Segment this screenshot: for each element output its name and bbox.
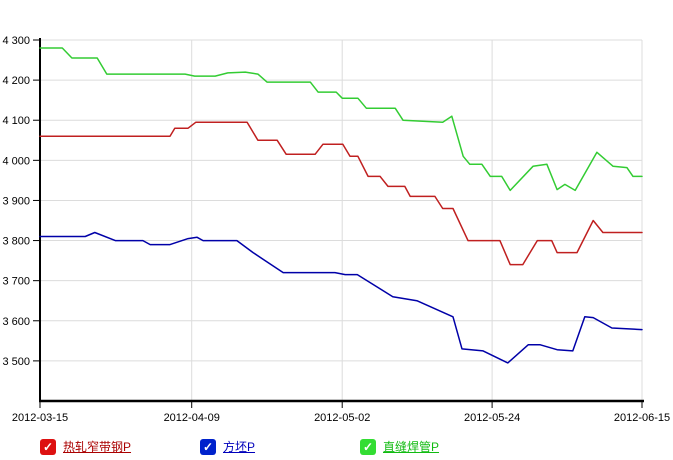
checked-checkbox-icon[interactable]: ✓ <box>40 438 56 455</box>
chart-legend: ✓ 热轧窄带钢P ✓ 方坯P ✓ 直缝焊管P <box>0 438 673 460</box>
y-axis-tick-label: 3 500 <box>2 356 30 368</box>
legend-item-billet[interactable]: ✓ 方坯P <box>200 438 255 455</box>
y-axis-tick-label: 4 200 <box>2 75 30 87</box>
y-axis-tick-label: 3 600 <box>2 316 30 328</box>
legend-item-hot-rolled-strip[interactable]: ✓ 热轧窄带钢P <box>40 438 131 455</box>
legend-label[interactable]: 方坯P <box>223 440 256 454</box>
series-line-直缝焊管P <box>39 47 643 192</box>
series-line-热轧窄带钢P <box>39 121 643 266</box>
y-axis-tick-label: 4 300 <box>2 35 30 47</box>
y-axis-tick-label: 3 900 <box>2 195 30 207</box>
legend-item-welded-pipe[interactable]: ✓ 直缝焊管P <box>360 438 439 455</box>
line-chart: 4 300 4 200 4 100 4 000 3 900 3 800 3 700 3 600… <box>2 35 670 424</box>
y-axis-tick-label: 3 800 <box>2 236 30 248</box>
x-axis-tick-label: 2012-03-15 <box>12 412 68 424</box>
y-axis-tick-label: 4 000 <box>2 155 30 167</box>
x-axis-tick-label: 2012-04-09 <box>164 412 220 424</box>
x-axis-tick-label: 2012-05-24 <box>464 412 520 424</box>
checked-checkbox-icon[interactable]: ✓ <box>200 438 216 455</box>
series-line-方坯P <box>39 231 643 364</box>
checked-checkbox-icon[interactable]: ✓ <box>360 438 376 455</box>
y-axis-tick-label: 3 700 <box>2 276 30 288</box>
y-axis-tick-label: 4 100 <box>2 115 30 127</box>
legend-label[interactable]: 直缝焊管P <box>383 440 440 454</box>
x-axis-tick-label: 2012-05-02 <box>314 412 370 424</box>
x-axis-tick-label: 2012-06-15 <box>614 412 670 424</box>
legend-label[interactable]: 热轧窄带钢P <box>63 440 132 454</box>
